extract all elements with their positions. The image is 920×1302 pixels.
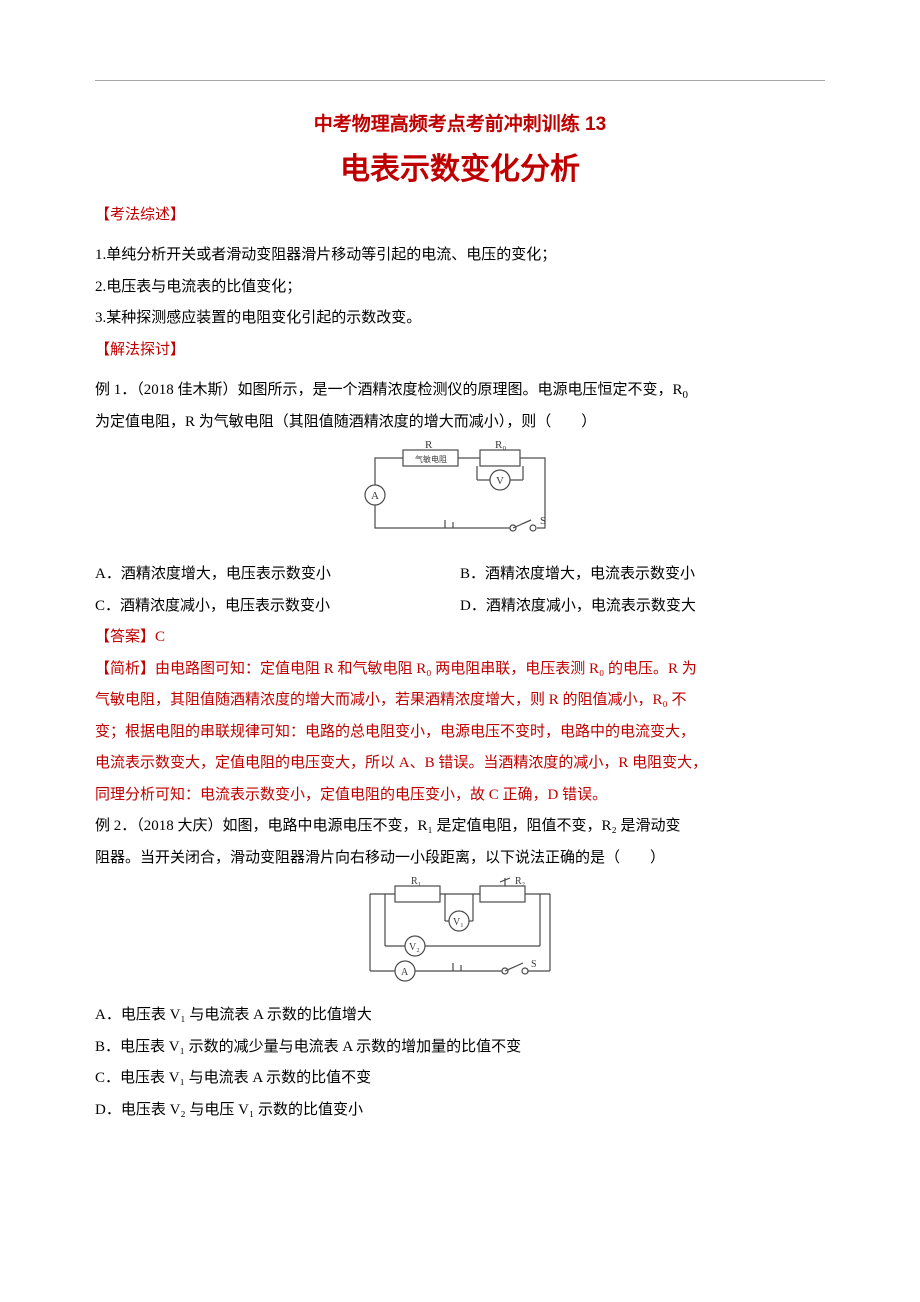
ex1-circuit-svg: R R₀ 气敏电阻 A V S (345, 440, 575, 550)
ex1-label-gas: 气敏电阻 (415, 454, 447, 464)
ex1-circuit: R R₀ 气敏电阻 A V S (95, 440, 825, 555)
ex2-opt-D: D．电压表 V₂ 与电压 V₁ 示数的比值变小 (95, 1095, 825, 1127)
ex1-label-R: R (425, 440, 433, 451)
ex1-analysis-3: 变；根据电阻的串联规律可知：电路的总电阻变小，电源电压不变时，电路中的电流变大， (95, 717, 825, 749)
ex1-opt-B: B．酒精浓度增大，电流表示数变小 (460, 559, 825, 591)
ex1-analysis-5: 同理分析可知：电流表示数变小，定值电阻的电压变小，故 C 正确，D 错误。 (95, 780, 825, 812)
ex2-circuit: R₁ R₂ V₁ V₂ A S (95, 876, 825, 996)
ex1-stem-a: 例 1．（2018 佳木斯）如图所示，是一个酒精浓度检测仪的原理图。电源电压恒定… (95, 375, 825, 407)
ex1-stem-b: 为定值电阻，R 为气敏电阻（其阻值随酒精浓度的增大而减小），则（ ） (95, 407, 825, 439)
ex1-label-R0: R₀ (495, 440, 506, 451)
discuss-head: 【解法探讨】 (95, 335, 825, 365)
ex2-label-A: A (401, 967, 409, 978)
ex2-stem-b: 阻器。当开关闭合，滑动变阻器滑片向右移动一小段距离，以下说法正确的是（ ） (95, 843, 825, 875)
ex2-stem-a: 例 2．（2018 大庆）如图，电路中电源电压不变，R₁ 是定值电阻，阻值不变，… (95, 811, 825, 843)
ex1-analysis-2: 气敏电阻，其阻值随酒精浓度的增大而减小，若果酒精浓度增大，则 R 的阻值减小，R… (95, 685, 825, 717)
ex1-opt-A: A．酒精浓度增大，电压表示数变小 (95, 559, 460, 591)
ex1-options-row1: A．酒精浓度增大，电压表示数变小 B．酒精浓度增大，电流表示数变小 (95, 559, 825, 591)
ex2-opt-C: C．电压表 V₁ 与电流表 A 示数的比值不变 (95, 1063, 825, 1095)
overview-head: 【考法综述】 (95, 200, 825, 230)
ex2-label-V2: V₂ (409, 942, 420, 953)
ex2-opt-A: A．电压表 V₁ 与电流表 A 示数的比值增大 (95, 1000, 825, 1032)
ex1-options-row2: C．酒精浓度减小，电压表示数变小 D．酒精浓度减小，电流表示数变大 (95, 591, 825, 623)
ex1-analysis-label: 【简析】 (95, 661, 155, 677)
overview-item-2: 2.电压表与电流表的比值变化； (95, 272, 825, 304)
ex1-stem-a-text: 例 1．（2018 佳木斯）如图所示，是一个酒精浓度检测仪的原理图。电源电压恒定… (95, 382, 683, 398)
overview-item-1: 1.单纯分析开关或者滑动变阻器滑片移动等引起的电流、电压的变化； (95, 240, 825, 272)
ex1-label-V: V (496, 475, 504, 487)
overview-item-3: 3.某种探测感应装置的电阻变化引起的示数改变。 (95, 303, 825, 335)
main-title: 电表示数变化分析 (95, 144, 825, 188)
top-rule (95, 80, 825, 81)
ex2-circuit-svg: R₁ R₂ V₁ V₂ A S (345, 876, 575, 991)
ex1-label-S: S (540, 515, 546, 527)
ex1-analysis-1: 【简析】由电路图可知：定值电阻 R 和气敏电阻 R₀ 两电阻串联，电压表测 R₀… (95, 654, 825, 686)
ex2-label-S: S (531, 959, 537, 970)
ex1-sub0: 0 (683, 389, 689, 401)
ex2-label-R1: R₁ (411, 876, 421, 887)
ex1-opt-D: D．酒精浓度减小，电流表示数变大 (460, 591, 825, 623)
ex1-label-A: A (371, 490, 379, 502)
ex1-answer: 【答案】C (95, 622, 825, 654)
ex1-opt-C: C．酒精浓度减小，电压表示数变小 (95, 591, 460, 623)
ex2-opt-B: B．电压表 V₁ 示数的减少量与电流表 A 示数的增加量的比值不变 (95, 1032, 825, 1064)
title-line: 中考物理高频考点考前冲刺训练 13 (95, 109, 825, 136)
ex2-label-V1: V₁ (453, 917, 464, 928)
ex1-analysis-4: 电流表示数变大，定值电阻的电压变大，所以 A、B 错误。当酒精浓度的减小，R 电… (95, 748, 825, 780)
ex2-label-R2: R₂ (515, 876, 525, 887)
ex1-analysis-a: 由电路图可知：定值电阻 R 和气敏电阻 R₀ 两电阻串联，电压表测 R₀ 的电压… (155, 661, 697, 677)
page: 中考物理高频考点考前冲刺训练 13 电表示数变化分析 【考法综述】 1.单纯分析… (0, 0, 920, 1302)
